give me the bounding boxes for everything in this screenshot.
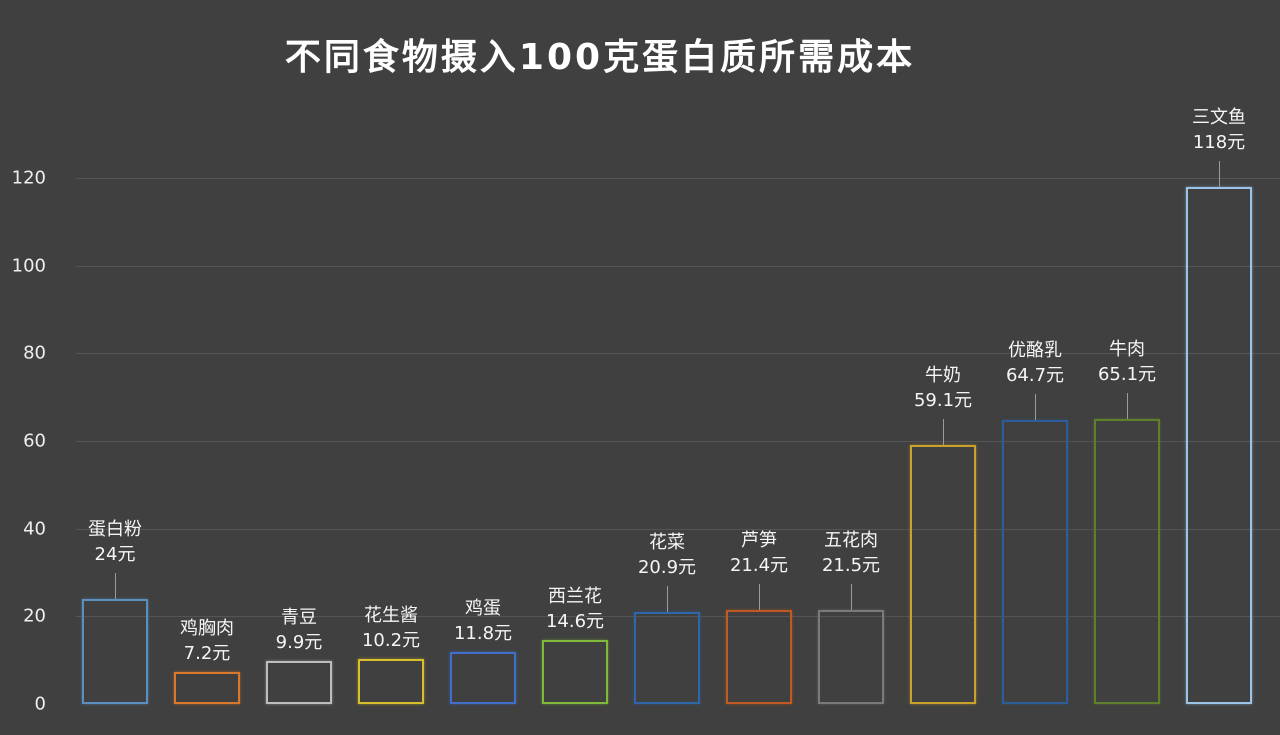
chart-title: 不同食物摄入100克蛋白质所需成本 (284, 37, 916, 78)
bar-data-label: 花菜 20.9元 (607, 530, 727, 580)
category-label: 牛奶 (925, 364, 961, 386)
bar-data-label: 鸡胸肉 7.2元 (147, 616, 267, 666)
bar-data-label: 牛奶 59.1元 (883, 363, 1003, 413)
bar-9 (910, 444, 976, 704)
leader-line (1127, 392, 1128, 419)
gridline (76, 441, 1280, 442)
leader-line (115, 572, 116, 599)
bar-data-label: 西兰花 14.6元 (515, 584, 635, 634)
value-label: 59.1元 (913, 389, 973, 411)
y-axis-tick-label: 100 (11, 255, 46, 277)
category-label: 三文鱼 (1192, 106, 1246, 128)
bar-data-label: 青豆 9.9元 (239, 605, 359, 655)
value-label: 10.2元 (361, 630, 421, 652)
bar-6 (634, 612, 700, 704)
value-label: 21.4元 (729, 555, 789, 577)
bar-data-label: 蛋白粉 24元 (55, 517, 175, 567)
gridline (76, 528, 1280, 530)
category-label: 西兰花 (548, 586, 602, 607)
bar-5 (542, 640, 608, 704)
y-axis-tick-label: 120 (11, 167, 46, 189)
category-label: 优酪乳 (1008, 340, 1062, 362)
leader-line (851, 583, 852, 610)
bar-4 (450, 652, 516, 704)
category-label: 鸡胸肉 (180, 618, 234, 640)
bar-data-label: 三文鱼 118元 (1159, 105, 1279, 155)
bar-data-label: 鸡蛋 11.8元 (423, 596, 543, 646)
leader-line (667, 586, 668, 613)
gridline (76, 178, 1280, 179)
leader-line (1035, 394, 1036, 421)
bar-7 (726, 610, 792, 704)
value-label: 14.6元 (545, 611, 605, 632)
bar-12 (1186, 186, 1252, 704)
bar-10 (1002, 420, 1068, 704)
bar-data-label: 五花肉 21.5元 (791, 528, 911, 578)
category-label: 花菜 (649, 532, 685, 554)
value-label: 7.2元 (183, 643, 231, 665)
leader-line (759, 584, 760, 611)
bar-1 (174, 672, 240, 704)
bar-0 (82, 598, 148, 704)
value-label: 21.5元 (821, 554, 881, 576)
value-label: 118元 (1192, 131, 1246, 153)
category-label: 芦笋 (741, 530, 777, 552)
bar-data-label: 芦笋 21.4元 (699, 528, 819, 578)
value-label: 65.1元 (1097, 363, 1157, 385)
category-label: 花生酱 (364, 605, 418, 627)
gridline (76, 353, 1280, 355)
category-label: 牛肉 (1109, 338, 1145, 360)
y-axis-tick-label: 40 (23, 518, 46, 540)
bar-data-label: 花生酱 10.2元 (331, 603, 451, 653)
value-label: 9.9元 (275, 631, 323, 653)
bar-data-label: 牛肉 65.1元 (1067, 337, 1187, 387)
y-axis-tick-label: 20 (23, 605, 46, 627)
bar-8 (818, 609, 884, 704)
bar-3 (358, 659, 424, 704)
value-label: 11.8元 (453, 623, 513, 645)
category-label: 蛋白粉 (88, 518, 142, 540)
leader-line (943, 418, 944, 445)
y-axis-tick-label: 80 (23, 342, 46, 364)
gridline (76, 265, 1280, 267)
gridline (76, 616, 1280, 618)
y-axis-tick-label: 60 (23, 430, 46, 452)
y-axis-tick-label: 0 (34, 693, 46, 715)
bar-11 (1094, 418, 1160, 704)
bar-data-label: 优酪乳 64.7元 (975, 338, 1095, 388)
value-label: 20.9元 (637, 557, 697, 579)
leader-line (1219, 160, 1220, 187)
category-label: 青豆 (281, 606, 317, 628)
bar-2 (266, 660, 332, 704)
category-label: 五花肉 (824, 529, 878, 551)
value-label: 24元 (94, 543, 136, 565)
value-label: 64.7元 (1005, 365, 1065, 387)
category-label: 鸡蛋 (465, 598, 501, 620)
